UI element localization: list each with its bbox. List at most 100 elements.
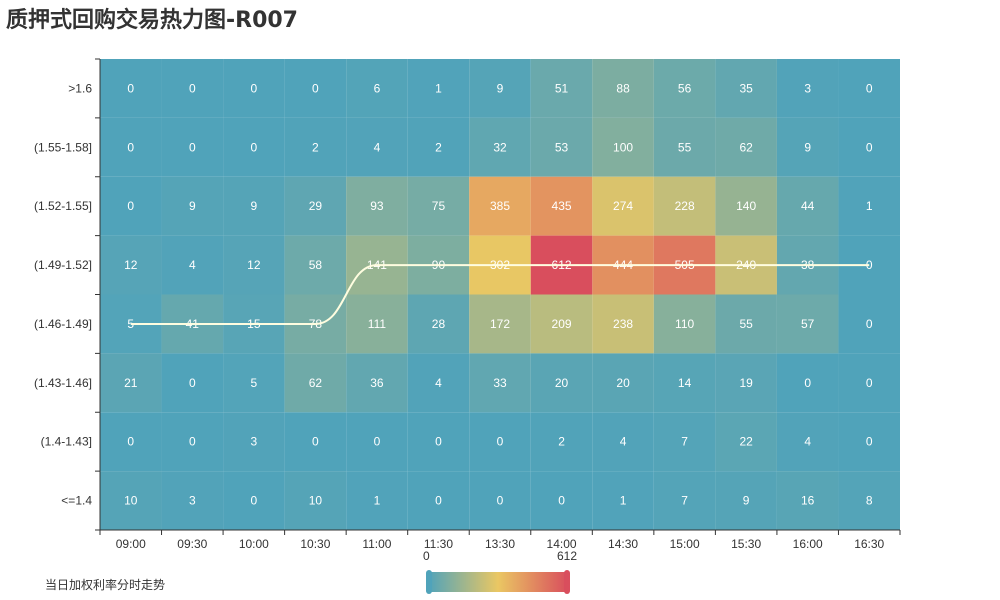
heatmap-cell[interactable] xyxy=(592,59,654,118)
heatmap-cell[interactable] xyxy=(469,176,531,236)
heatmap-cell[interactable] xyxy=(776,117,839,177)
heatmap-cell[interactable] xyxy=(838,294,900,354)
heatmap-cell[interactable] xyxy=(838,353,900,413)
heatmap-cell[interactable] xyxy=(530,59,593,118)
heatmap-cell[interactable] xyxy=(284,59,347,118)
heatmap-cell[interactable] xyxy=(776,412,839,472)
heatmap-cell[interactable] xyxy=(469,353,531,413)
heatmap-cell[interactable] xyxy=(776,176,839,236)
heatmap-cell[interactable] xyxy=(223,235,285,295)
heatmap-cell[interactable] xyxy=(223,176,285,236)
heatmap-cell[interactable] xyxy=(407,353,470,413)
heatmap-cell[interactable] xyxy=(838,471,900,530)
heatmap-cell[interactable] xyxy=(530,412,593,472)
heatmap-cell[interactable] xyxy=(407,471,470,530)
heatmap-cell[interactable] xyxy=(100,353,162,413)
heatmap-cell[interactable] xyxy=(161,59,224,118)
heatmap-cell[interactable] xyxy=(653,412,716,472)
heatmap-cell[interactable] xyxy=(592,353,654,413)
heatmap-cell[interactable] xyxy=(715,117,777,177)
x-tick-label: 16:30 xyxy=(854,537,884,551)
heatmap-cell[interactable] xyxy=(284,353,347,413)
heatmap-cell[interactable] xyxy=(653,353,716,413)
heatmap-cell[interactable] xyxy=(776,294,839,354)
heatmap-cell[interactable] xyxy=(592,117,654,177)
cell-value-label: 274 xyxy=(613,199,633,213)
heatmap-cell[interactable] xyxy=(161,471,224,530)
heatmap-cell[interactable] xyxy=(715,294,777,354)
heatmap-cell[interactable] xyxy=(223,117,285,177)
heatmap-cell[interactable] xyxy=(838,176,900,236)
heatmap-cell[interactable] xyxy=(100,59,162,118)
heatmap-cell[interactable] xyxy=(715,176,777,236)
heatmap-cell[interactable] xyxy=(838,117,900,177)
heatmap-cell[interactable] xyxy=(161,412,224,472)
heatmap-cell[interactable] xyxy=(469,412,531,472)
heatmap-cell[interactable] xyxy=(469,117,531,177)
cell-value-label: 9 xyxy=(251,199,258,213)
heatmap-cell[interactable] xyxy=(592,412,654,472)
heatmap-cell[interactable] xyxy=(530,471,593,530)
heatmap-cell[interactable] xyxy=(346,353,408,413)
heatmap-cell[interactable] xyxy=(346,59,408,118)
heatmap-cell[interactable] xyxy=(653,117,716,177)
heatmap-cell[interactable] xyxy=(838,59,900,118)
heatmap-cell[interactable] xyxy=(530,294,593,354)
heatmap-cell[interactable] xyxy=(284,471,347,530)
heatmap-cell[interactable] xyxy=(469,294,531,354)
heatmap-cell[interactable] xyxy=(161,235,224,295)
visualmap-max-handle[interactable] xyxy=(564,570,570,594)
heatmap-cell[interactable] xyxy=(530,176,593,236)
heatmap-cell[interactable] xyxy=(161,117,224,177)
heatmap-cell[interactable] xyxy=(284,117,347,177)
heatmap-cell[interactable] xyxy=(592,294,654,354)
heatmap-cell[interactable] xyxy=(653,294,716,354)
line-series-legend[interactable]: 当日加权利率分时走势 xyxy=(45,578,166,592)
heatmap-cell[interactable] xyxy=(530,117,593,177)
cell-value-label: 9 xyxy=(189,199,196,213)
heatmap-cell[interactable] xyxy=(223,412,285,472)
heatmap-cell[interactable] xyxy=(100,176,162,236)
heatmap-cell[interactable] xyxy=(715,59,777,118)
heatmap-cell[interactable] xyxy=(469,471,531,530)
heatmap-cell[interactable] xyxy=(346,176,408,236)
heatmap-cell[interactable] xyxy=(407,176,470,236)
heatmap-cell[interactable] xyxy=(346,412,408,472)
heatmap-cell[interactable] xyxy=(100,471,162,530)
heatmap-cell[interactable] xyxy=(776,471,839,530)
heatmap-cell[interactable] xyxy=(653,176,716,236)
heatmap-cell[interactable] xyxy=(653,471,716,530)
heatmap-cell[interactable] xyxy=(653,59,716,118)
heatmap-cell[interactable] xyxy=(715,471,777,530)
heatmap-cell[interactable] xyxy=(530,353,593,413)
heatmap-cell[interactable] xyxy=(838,412,900,472)
heatmap-cell[interactable] xyxy=(715,412,777,472)
heatmap-cell[interactable] xyxy=(346,471,408,530)
heatmap-cell[interactable] xyxy=(223,59,285,118)
heatmap-cell[interactable] xyxy=(100,235,162,295)
heatmap-cell[interactable] xyxy=(592,471,654,530)
heatmap-cell[interactable] xyxy=(100,412,162,472)
heatmap-cell[interactable] xyxy=(223,471,285,530)
heatmap-cell[interactable] xyxy=(346,294,408,354)
heatmap-cell[interactable] xyxy=(407,117,470,177)
heatmap-cell[interactable] xyxy=(469,59,531,118)
heatmap-cell[interactable] xyxy=(284,412,347,472)
heatmap-cell[interactable] xyxy=(407,412,470,472)
heatmap-cell[interactable] xyxy=(161,353,224,413)
heatmap-cell[interactable] xyxy=(407,294,470,354)
heatmap-cell[interactable] xyxy=(776,353,839,413)
heatmap-cell[interactable] xyxy=(715,353,777,413)
visualmap-min-handle[interactable] xyxy=(426,570,432,594)
visualmap-range[interactable] xyxy=(426,570,570,594)
heatmap-cell[interactable] xyxy=(592,176,654,236)
heatmap-cell[interactable] xyxy=(284,235,347,295)
heatmap-cell[interactable] xyxy=(284,176,347,236)
heatmap-cell[interactable] xyxy=(100,117,162,177)
heatmap-cell[interactable] xyxy=(161,176,224,236)
heatmap-cell[interactable] xyxy=(407,59,470,118)
heatmap-cell[interactable] xyxy=(776,59,839,118)
heatmap-cell[interactable] xyxy=(346,117,408,177)
cell-value-label: 9 xyxy=(497,81,504,95)
heatmap-cell[interactable] xyxy=(223,353,285,413)
